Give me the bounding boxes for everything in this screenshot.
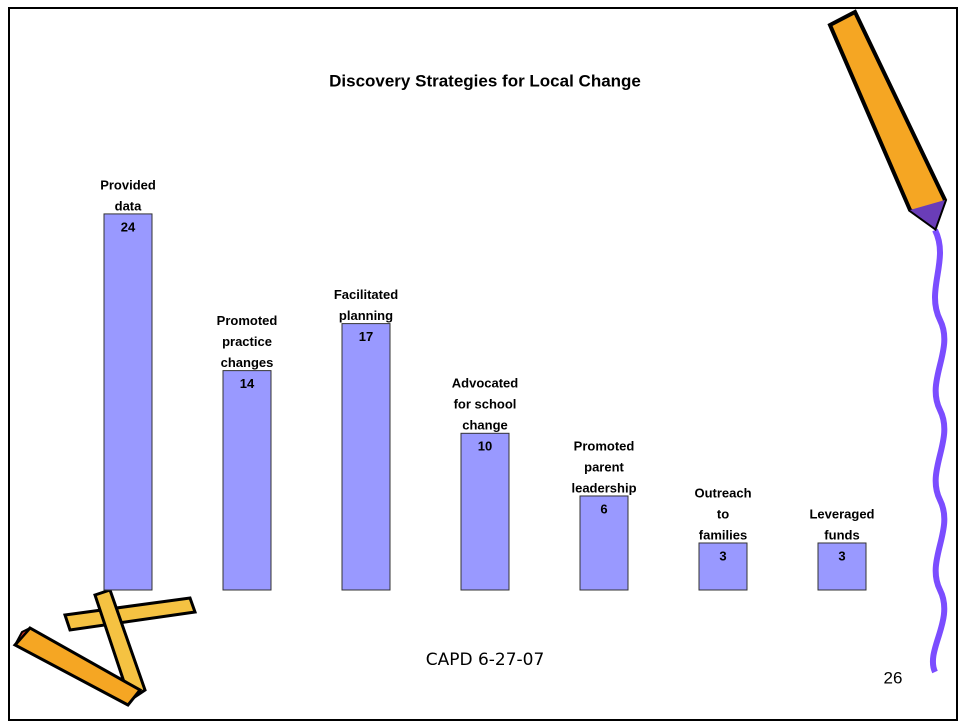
bar xyxy=(460,432,510,591)
value-label: 6 xyxy=(600,501,607,516)
value-label: 10 xyxy=(478,439,492,454)
bar xyxy=(222,370,272,591)
category-label: Promoted xyxy=(217,313,278,328)
value-label: 17 xyxy=(359,329,373,344)
value-label: 24 xyxy=(121,219,136,234)
category-label: Outreach xyxy=(694,485,751,500)
category-label: changes xyxy=(221,355,274,370)
value-label: 14 xyxy=(240,376,255,391)
category-label: change xyxy=(462,418,508,433)
category-label: families xyxy=(699,527,747,542)
bar xyxy=(579,495,629,591)
value-label: 3 xyxy=(719,548,726,563)
category-label: funds xyxy=(824,527,859,542)
bar xyxy=(341,323,391,591)
category-label: for school xyxy=(454,397,517,412)
category-label: Provided xyxy=(100,177,156,192)
pencils-bottom-left xyxy=(12,588,198,707)
category-label: parent xyxy=(584,459,624,474)
chart-title: Discovery Strategies for Local Change xyxy=(329,71,641,90)
category-label: planning xyxy=(339,308,393,323)
category-label: Leveraged xyxy=(809,506,874,521)
category-label: to xyxy=(717,506,729,521)
pencil-top-right xyxy=(827,9,948,232)
category-label: Advocated xyxy=(452,376,519,391)
category-label: data xyxy=(115,198,143,213)
category-label: practice xyxy=(222,334,272,349)
squiggle xyxy=(930,228,948,674)
page-number: 26 xyxy=(884,668,903,687)
footer: CAPD 6-27-07 xyxy=(426,650,545,670)
category-label: leadership xyxy=(571,480,636,495)
category-label: Facilitated xyxy=(334,287,398,302)
bar xyxy=(103,213,153,591)
value-label: 3 xyxy=(838,548,845,563)
bar xyxy=(817,542,867,591)
bar xyxy=(698,542,748,591)
category-label: Promoted xyxy=(574,438,635,453)
